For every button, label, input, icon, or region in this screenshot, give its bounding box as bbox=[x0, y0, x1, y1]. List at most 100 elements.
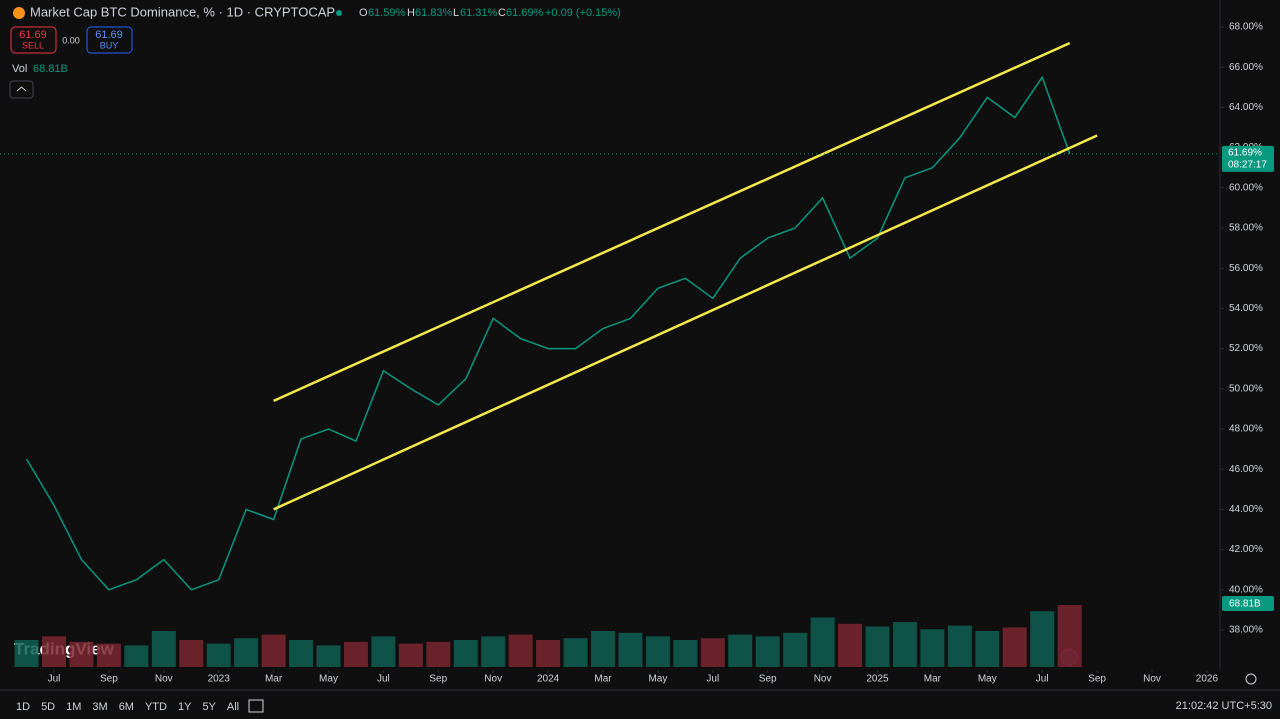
x-tick-label: Sep bbox=[100, 674, 118, 685]
ohlc-c: C bbox=[498, 7, 506, 19]
clock: 21:02:42 UTC+5:30 bbox=[1176, 700, 1272, 712]
last-price-tag bbox=[1222, 145, 1274, 172]
volume-bar bbox=[1002, 627, 1027, 667]
range-button[interactable]: 1M bbox=[66, 701, 81, 713]
x-tick-label: Mar bbox=[594, 674, 612, 685]
sell-button[interactable] bbox=[10, 26, 57, 54]
channel-line bbox=[273, 41, 1071, 403]
range-button[interactable]: 1D bbox=[16, 701, 30, 713]
x-tick-label: May bbox=[978, 674, 997, 685]
volume-bar bbox=[151, 631, 176, 667]
x-tick-label: Jul bbox=[377, 674, 390, 685]
sell-label: SELL bbox=[22, 40, 44, 50]
ohlc-o: O bbox=[359, 7, 368, 19]
x-tick-label: Nov bbox=[1143, 674, 1161, 685]
volume-bar bbox=[289, 640, 314, 667]
x-tick-label: 2024 bbox=[537, 674, 560, 685]
volume-bar bbox=[69, 641, 94, 667]
volume-bar bbox=[947, 625, 972, 667]
y-tick-label: 48.00% bbox=[1229, 424, 1263, 435]
volume-bar bbox=[206, 643, 231, 667]
volume-bar bbox=[810, 617, 835, 667]
sell-price: 61.69 bbox=[19, 29, 47, 41]
vol-label: Vol bbox=[12, 63, 27, 75]
volume-bar bbox=[426, 641, 451, 667]
x-tick-label: Jul bbox=[1036, 674, 1049, 685]
volume-bar bbox=[892, 622, 917, 667]
volume-bar bbox=[453, 640, 478, 667]
volume-bar bbox=[920, 629, 945, 667]
x-tick-label: Sep bbox=[1088, 674, 1106, 685]
range-button[interactable]: 5Y bbox=[202, 701, 216, 713]
y-tick-label: 44.00% bbox=[1229, 504, 1263, 515]
volume-bar bbox=[563, 638, 588, 667]
y-tick-label: 46.00% bbox=[1229, 464, 1263, 475]
range-button[interactable]: 5D bbox=[41, 701, 55, 713]
buy-button[interactable] bbox=[86, 26, 133, 54]
settings-icon[interactable] bbox=[1245, 673, 1257, 685]
x-tick-label: Mar bbox=[924, 674, 942, 685]
y-tick-label: 50.00% bbox=[1229, 383, 1263, 394]
range-button[interactable]: 3M bbox=[92, 701, 107, 713]
volume-bar bbox=[124, 645, 149, 667]
volume-bar bbox=[591, 631, 615, 667]
volume-bar bbox=[1057, 605, 1082, 667]
status-dot bbox=[336, 10, 342, 16]
x-tick-label: 2025 bbox=[866, 674, 889, 685]
x-tick-label: May bbox=[319, 674, 338, 685]
collapse-button[interactable] bbox=[9, 80, 34, 99]
buy-price: 61.69 bbox=[95, 29, 123, 41]
goto-icon[interactable] bbox=[248, 699, 264, 713]
btc-icon bbox=[13, 7, 25, 19]
ohlc-value: 61.31% bbox=[460, 7, 498, 19]
volume-bar bbox=[261, 634, 286, 667]
volume-bar bbox=[398, 643, 423, 667]
buy-label: BUY bbox=[100, 40, 119, 50]
symbol-title: Market Cap BTC Dominance, % · 1D · CRYPT… bbox=[30, 4, 335, 19]
volume-bar bbox=[618, 632, 643, 667]
x-tick-label: Nov bbox=[155, 674, 173, 685]
vol-value: 68.81B bbox=[33, 63, 68, 75]
y-tick-label: 60.00% bbox=[1229, 182, 1263, 193]
collapse-icon bbox=[16, 86, 27, 92]
x-tick-label: Mar bbox=[265, 674, 283, 685]
countdown: 08:27:17 bbox=[1228, 159, 1267, 170]
volume-bar bbox=[645, 636, 670, 667]
volume-bar bbox=[508, 634, 533, 667]
volume-bar bbox=[179, 640, 204, 667]
ohlc-h: H bbox=[407, 7, 415, 19]
price-line bbox=[25, 75, 1071, 591]
y-tick-label: 56.00% bbox=[1229, 263, 1263, 274]
x-tick-label: 2023 bbox=[208, 674, 231, 685]
volume-bar bbox=[371, 636, 396, 667]
spread: 0.00 bbox=[62, 35, 80, 45]
x-tick-label: Jul bbox=[48, 674, 61, 685]
channel-line bbox=[273, 134, 1098, 511]
x-tick-label: Sep bbox=[759, 674, 777, 685]
volume-bar bbox=[838, 623, 863, 667]
volume-bar bbox=[42, 636, 66, 667]
volume-bar bbox=[14, 640, 39, 667]
volume-bar bbox=[481, 636, 506, 667]
volume-bar bbox=[700, 638, 725, 667]
ohlc-change: +0.09 (+0.15%) bbox=[545, 7, 621, 19]
volume-bar bbox=[975, 631, 1000, 667]
y-tick-label: 38.00% bbox=[1229, 625, 1263, 636]
y-tick-label: 54.00% bbox=[1229, 303, 1263, 314]
range-button[interactable]: All bbox=[227, 701, 239, 713]
ohlc-value: 61.69% bbox=[506, 7, 544, 19]
range-button[interactable]: YTD bbox=[145, 701, 167, 713]
volume-bar bbox=[673, 640, 698, 667]
range-button[interactable]: 1Y bbox=[178, 701, 192, 713]
range-button[interactable]: 6M bbox=[119, 701, 134, 713]
volume-bar bbox=[728, 634, 753, 667]
volume-bar bbox=[1030, 611, 1055, 667]
y-tick-label: 58.00% bbox=[1229, 223, 1263, 234]
x-tick-label: Jul bbox=[706, 674, 719, 685]
last-price-label: 61.69% bbox=[1228, 147, 1262, 158]
y-tick-label: 42.00% bbox=[1229, 544, 1263, 555]
y-tick-label: 52.00% bbox=[1229, 343, 1263, 354]
volume-bar bbox=[536, 640, 561, 667]
